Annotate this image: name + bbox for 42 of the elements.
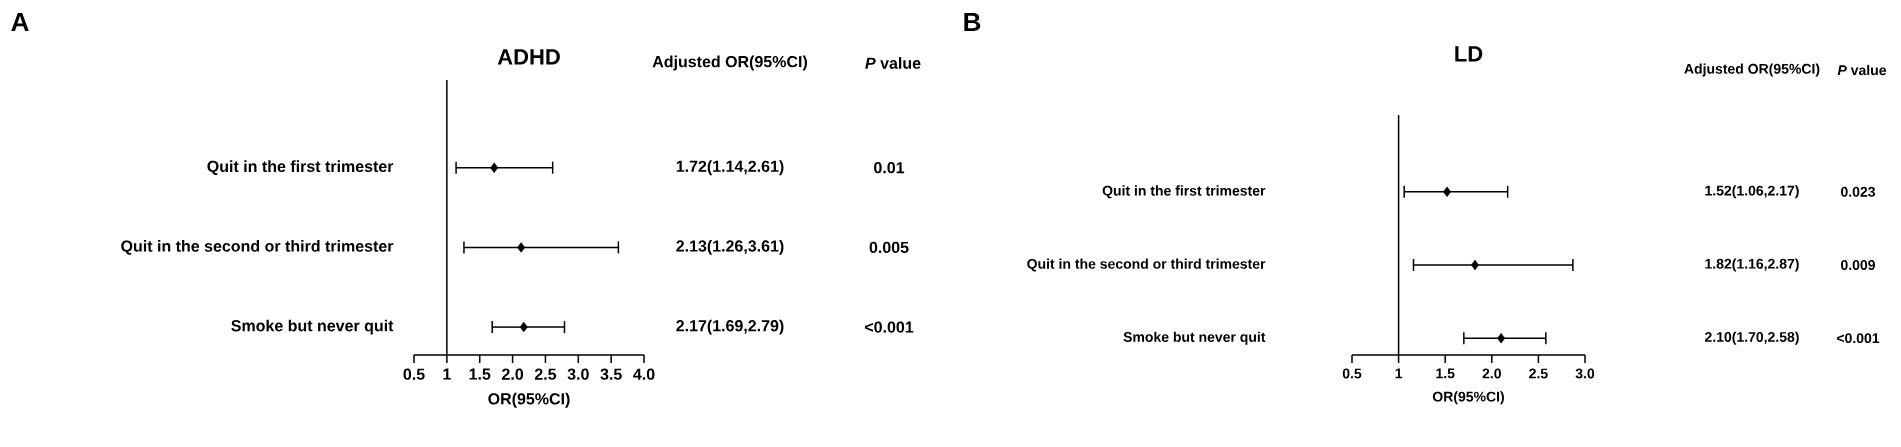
- x-tick-label: 3.0: [567, 368, 589, 380]
- text: Adjusted OR(95%CI): [1684, 63, 1820, 77]
- text: <0.001: [1836, 333, 1880, 344]
- x-tick-label: 2.0: [1482, 368, 1501, 379]
- text: 0.005: [869, 241, 909, 254]
- data-label: 2.17(1.69,2.79): [676, 319, 784, 335]
- data-label: 2.13(1.26,3.61): [676, 239, 784, 255]
- text: 0.023: [1841, 186, 1875, 197]
- text: P value: [865, 57, 921, 69]
- data-label: 1.72(1.14,2.61): [676, 160, 784, 176]
- text: 0.01: [874, 162, 905, 174]
- x-tick-label: 1.5: [1436, 368, 1455, 379]
- text: 0.009: [1841, 260, 1875, 270]
- data-label: 2.10(1.70,2.58): [1704, 331, 1799, 345]
- x-tick-label: 3.0: [1575, 368, 1595, 379]
- text: <0.001: [864, 321, 914, 333]
- chart-title: LD: [1455, 46, 1483, 62]
- x-tick-label: 3.5: [600, 368, 622, 380]
- y-tick-label: Quit in the second or third trimester: [1027, 258, 1266, 272]
- x-tick-label: 1.5: [469, 368, 491, 380]
- y-tick-label: Quit in the first trimester: [207, 160, 394, 176]
- y-tick-label: Smoke but never quit: [1123, 331, 1266, 345]
- x-tick-label: 4.0: [633, 368, 655, 380]
- text: B: [964, 13, 981, 31]
- x-tick-label: 2.5: [1529, 368, 1548, 379]
- text: A: [11, 13, 29, 31]
- x-tick-label: 1: [443, 368, 451, 380]
- x-tick-label: 0.5: [403, 368, 425, 380]
- y-tick-label: Smoke but never quit: [231, 319, 394, 335]
- text: P value: [1837, 64, 1887, 76]
- data-label: 1.52(1.06,2.17): [1705, 185, 1799, 199]
- x-axis-title: OR(95%CI): [488, 392, 570, 408]
- x-axis-title: OR(95%CI): [1432, 391, 1504, 405]
- chart-title: ADHD: [497, 49, 560, 65]
- x-tick-label: 0.5: [1342, 368, 1362, 379]
- y-tick-label: Quit in the second or third trimester: [121, 240, 394, 255]
- text: Adjusted OR(95%CI): [652, 55, 807, 71]
- x-tick-label: 2.5: [534, 368, 557, 380]
- data-label: 1.82(1.16,2.87): [1705, 258, 1799, 272]
- y-tick-label: Quit in the first trimester: [1102, 185, 1266, 199]
- x-tick-label: 1: [1395, 368, 1403, 379]
- x-tick-label: 2.0: [502, 368, 524, 380]
